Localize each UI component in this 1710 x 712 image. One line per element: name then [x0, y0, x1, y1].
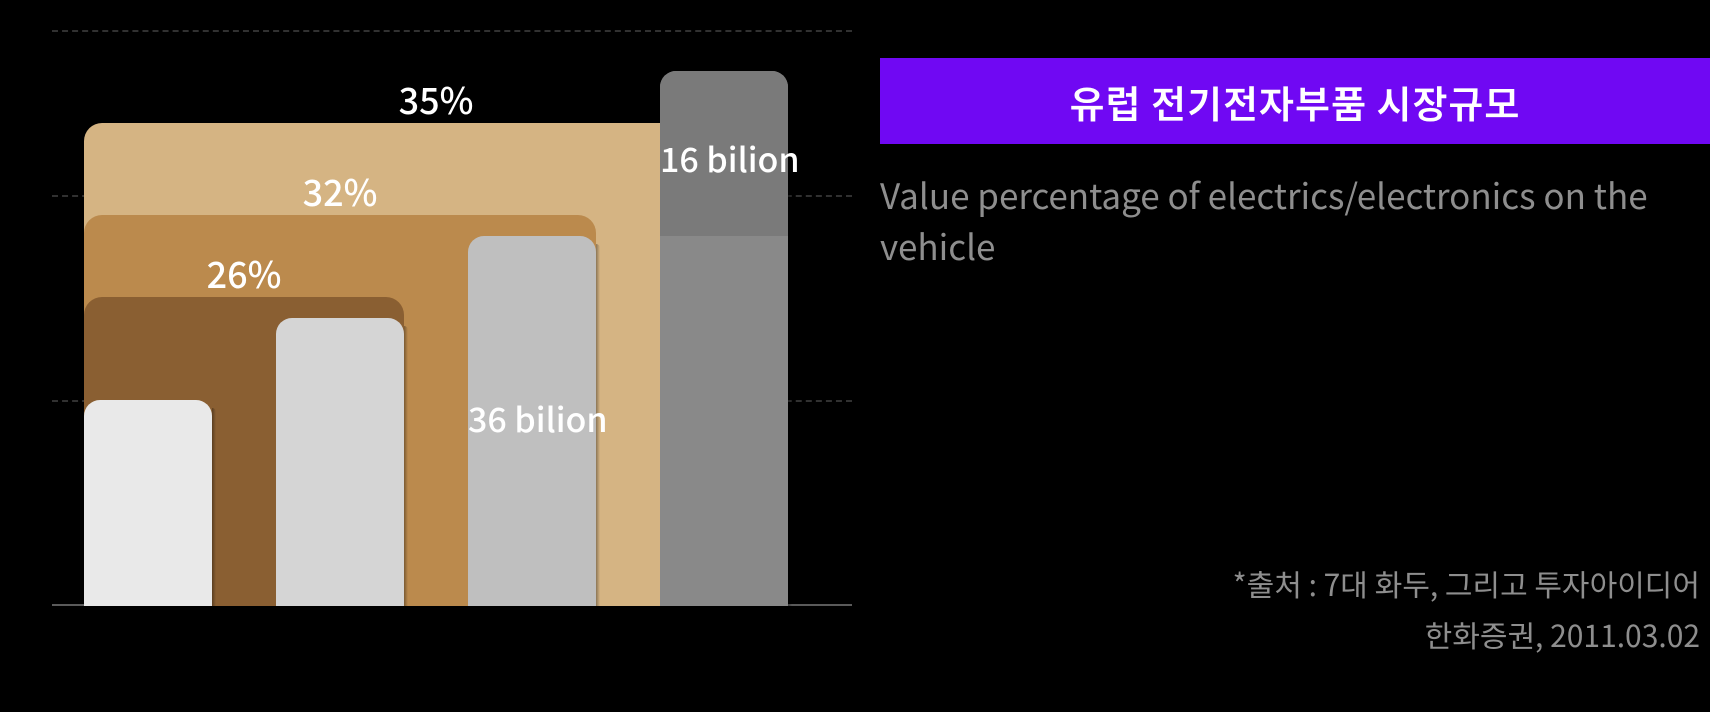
source-line: 한화증권, 2011.03.02: [1233, 609, 1700, 660]
gridline: [52, 30, 852, 32]
pct-label: 26%: [84, 247, 404, 299]
source-line: *출처 : 7대 화두, 그리고 투자아이디어: [1233, 558, 1700, 609]
chart: 35%32%26%36 bilion16 bilion: [0, 0, 870, 712]
pct-label: 32%: [84, 165, 596, 217]
bar-value-label: 16 bilion: [660, 133, 788, 182]
bar-value-label: 36 bilion: [468, 393, 596, 442]
side-panel: 유럽 전기전자부품 시장규모 Value percentage of elect…: [880, 58, 1710, 272]
subtitle: Value percentage of electrics/electronic…: [880, 170, 1670, 272]
chart-plot: 35%32%26%36 bilion16 bilion: [52, 30, 852, 606]
stage: 35%32%26%36 bilion16 bilion 유럽 전기전자부품 시장…: [0, 0, 1710, 712]
bar: [276, 318, 404, 606]
source-citation: *출처 : 7대 화두, 그리고 투자아이디어 한화증권, 2011.03.02: [1233, 558, 1700, 660]
title-badge: 유럽 전기전자부품 시장규모: [880, 58, 1710, 144]
bar: [84, 400, 212, 606]
